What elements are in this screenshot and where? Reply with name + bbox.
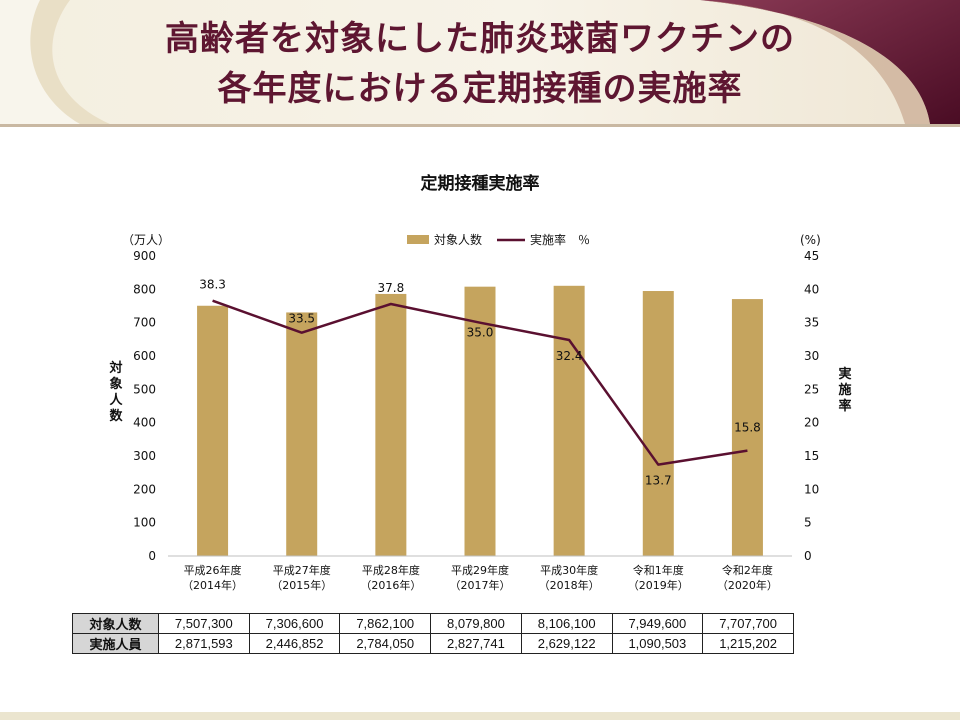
table-cell: 2,827,741: [430, 633, 522, 654]
bar-target-population: [731, 299, 763, 556]
table-cell: 8,106,100: [520, 613, 613, 634]
rate-data-label: 33.5: [288, 312, 315, 326]
left-tick-label: 600: [133, 349, 156, 363]
table-cell: 7,707,700: [702, 613, 794, 634]
x-tick-label: 平成28年度: [362, 563, 420, 577]
slide-title-line2: 各年度における定期接種の実施率: [217, 69, 743, 109]
right-tick-label: 15: [804, 449, 819, 463]
table-cell: 8,079,800: [430, 613, 522, 634]
x-tick-label: 平成29年度: [451, 563, 509, 577]
bar-target-population: [642, 291, 674, 556]
right-axis-label: 実施率: [838, 366, 851, 414]
x-tick-sublabel: （2014年）: [182, 578, 243, 592]
vaccination-rate-chart: 定期接種実施率 対象人数 実施率 ％ （万人） (%) 対象人数 実施率 0 10…: [108, 173, 851, 592]
right-tick-label: 30: [804, 349, 819, 363]
left-axis-label-char: 人: [109, 392, 123, 408]
left-axis-label-char: 対: [108, 360, 122, 376]
table-cell: 2,871,593: [158, 633, 250, 654]
right-axis-unit: (%): [800, 233, 821, 247]
left-tick-label: 200: [133, 482, 156, 496]
left-tick-label: 0: [148, 549, 156, 563]
right-tick-label: 35: [804, 316, 819, 330]
rate-line: [212, 299, 748, 466]
x-tick-label: 平成26年度: [184, 563, 242, 577]
table-cell: 2,446,852: [248, 633, 341, 654]
x-tick-sublabel: （2016年）: [360, 578, 421, 592]
rate-data-label: 38.3: [199, 278, 226, 292]
left-tick-label: 300: [133, 449, 156, 463]
table-row: 対象人数 7,507,300 7,306,600 7,862,100 8,079,800…: [72, 613, 794, 634]
right-axis-ticks: 0 5 10 15 20 25 30 35 40 45: [804, 249, 819, 563]
table-row-label: 実施人員: [72, 633, 159, 654]
x-tick-label: 平成27年度: [273, 563, 331, 577]
rate-data-labels: 38.3 33.5 37.8 35.0 32.4 13.7 15.8: [199, 278, 761, 488]
right-tick-label: 0: [804, 549, 812, 563]
data-table: 対象人数 7,507,300 7,306,600 7,862,100 8,079,800…: [72, 613, 794, 654]
right-tick-label: 5: [804, 516, 812, 530]
right-axis-label-char: 施: [838, 382, 851, 398]
x-tick-label: 令和2年度: [722, 563, 773, 577]
left-tick-label: 700: [133, 316, 156, 330]
bar-target-population: [197, 305, 229, 556]
legend: 対象人数 実施率 ％: [407, 232, 590, 247]
table-cell: 7,306,600: [248, 613, 341, 634]
right-tick-label: 25: [804, 382, 819, 396]
right-tick-label: 20: [804, 416, 819, 430]
left-tick-label: 900: [133, 249, 156, 263]
table-cell: 7,507,300: [158, 613, 250, 634]
legend-bar-swatch: [407, 235, 429, 244]
left-axis-label-char: 象: [109, 376, 122, 392]
x-tick-label: 平成30年度: [540, 563, 598, 577]
right-tick-label: 40: [804, 282, 819, 296]
table-cell: 7,949,600: [611, 613, 704, 634]
bar-target-population: [286, 312, 318, 556]
rate-data-label: 37.8: [377, 281, 404, 295]
rate-data-label: 35.0: [467, 326, 494, 340]
x-tick-sublabel: （2020年）: [717, 578, 778, 592]
left-axis-ticks: 0 100 200 300 400 500 600 700 800 900: [133, 249, 156, 563]
rate-line-series: [212, 299, 748, 466]
table-cell: 2,629,122: [520, 633, 613, 654]
legend-line-label: 実施率 ％: [530, 232, 590, 247]
rate-data-label: 15.8: [734, 421, 761, 435]
x-tick-sublabel: （2019年）: [628, 578, 689, 592]
slide-title-line1: 高齢者を対象にした肺炎球菌ワクチンの: [165, 19, 795, 59]
bar-target-population: [553, 285, 585, 556]
right-tick-label: 10: [804, 482, 819, 496]
legend-bar-label: 対象人数: [434, 232, 482, 247]
slide-title: 高齢者を対象にした肺炎球菌ワクチンの 各年度における定期接種の実施率: [0, 14, 960, 114]
right-axis-label-char: 率: [838, 398, 851, 414]
right-axis-label-char: 実: [838, 366, 851, 382]
x-tick-label: 令和1年度: [633, 563, 684, 577]
right-tick-label: 45: [804, 249, 819, 263]
rate-data-label: 32.4: [556, 349, 583, 363]
table-cell: 2,784,050: [339, 633, 432, 654]
table-row-label: 対象人数: [72, 613, 159, 634]
left-tick-label: 500: [133, 382, 156, 396]
bar-target-population: [464, 286, 496, 556]
x-axis-labels: 平成26年度（2014年） 平成27年度（2015年） 平成28年度（2016年） 平…: [182, 563, 778, 592]
left-axis-unit: （万人）: [122, 233, 170, 247]
x-tick-sublabel: （2018年）: [539, 578, 600, 592]
chart-title: 定期接種実施率: [421, 173, 540, 194]
table-cell: 1,215,202: [702, 633, 794, 654]
x-tick-sublabel: （2015年）: [271, 578, 332, 592]
x-tick-sublabel: （2017年）: [450, 578, 511, 592]
bar-target-population: [375, 293, 407, 556]
bottom-band: [0, 712, 960, 720]
rate-data-label: 13.7: [645, 474, 672, 488]
title-banner: [0, 0, 960, 127]
left-axis-label: 対象人数: [108, 360, 123, 424]
bar-series: [197, 285, 763, 556]
table-cell: 1,090,503: [611, 633, 704, 654]
left-axis-label-char: 数: [109, 408, 123, 424]
left-tick-label: 800: [133, 282, 156, 296]
table-row: 実施人員 2,871,593 2,446,852 2,784,050 2,827,741…: [72, 633, 794, 654]
table-cell: 7,862,100: [339, 613, 432, 634]
left-tick-label: 400: [133, 416, 156, 430]
left-tick-label: 100: [133, 516, 156, 530]
